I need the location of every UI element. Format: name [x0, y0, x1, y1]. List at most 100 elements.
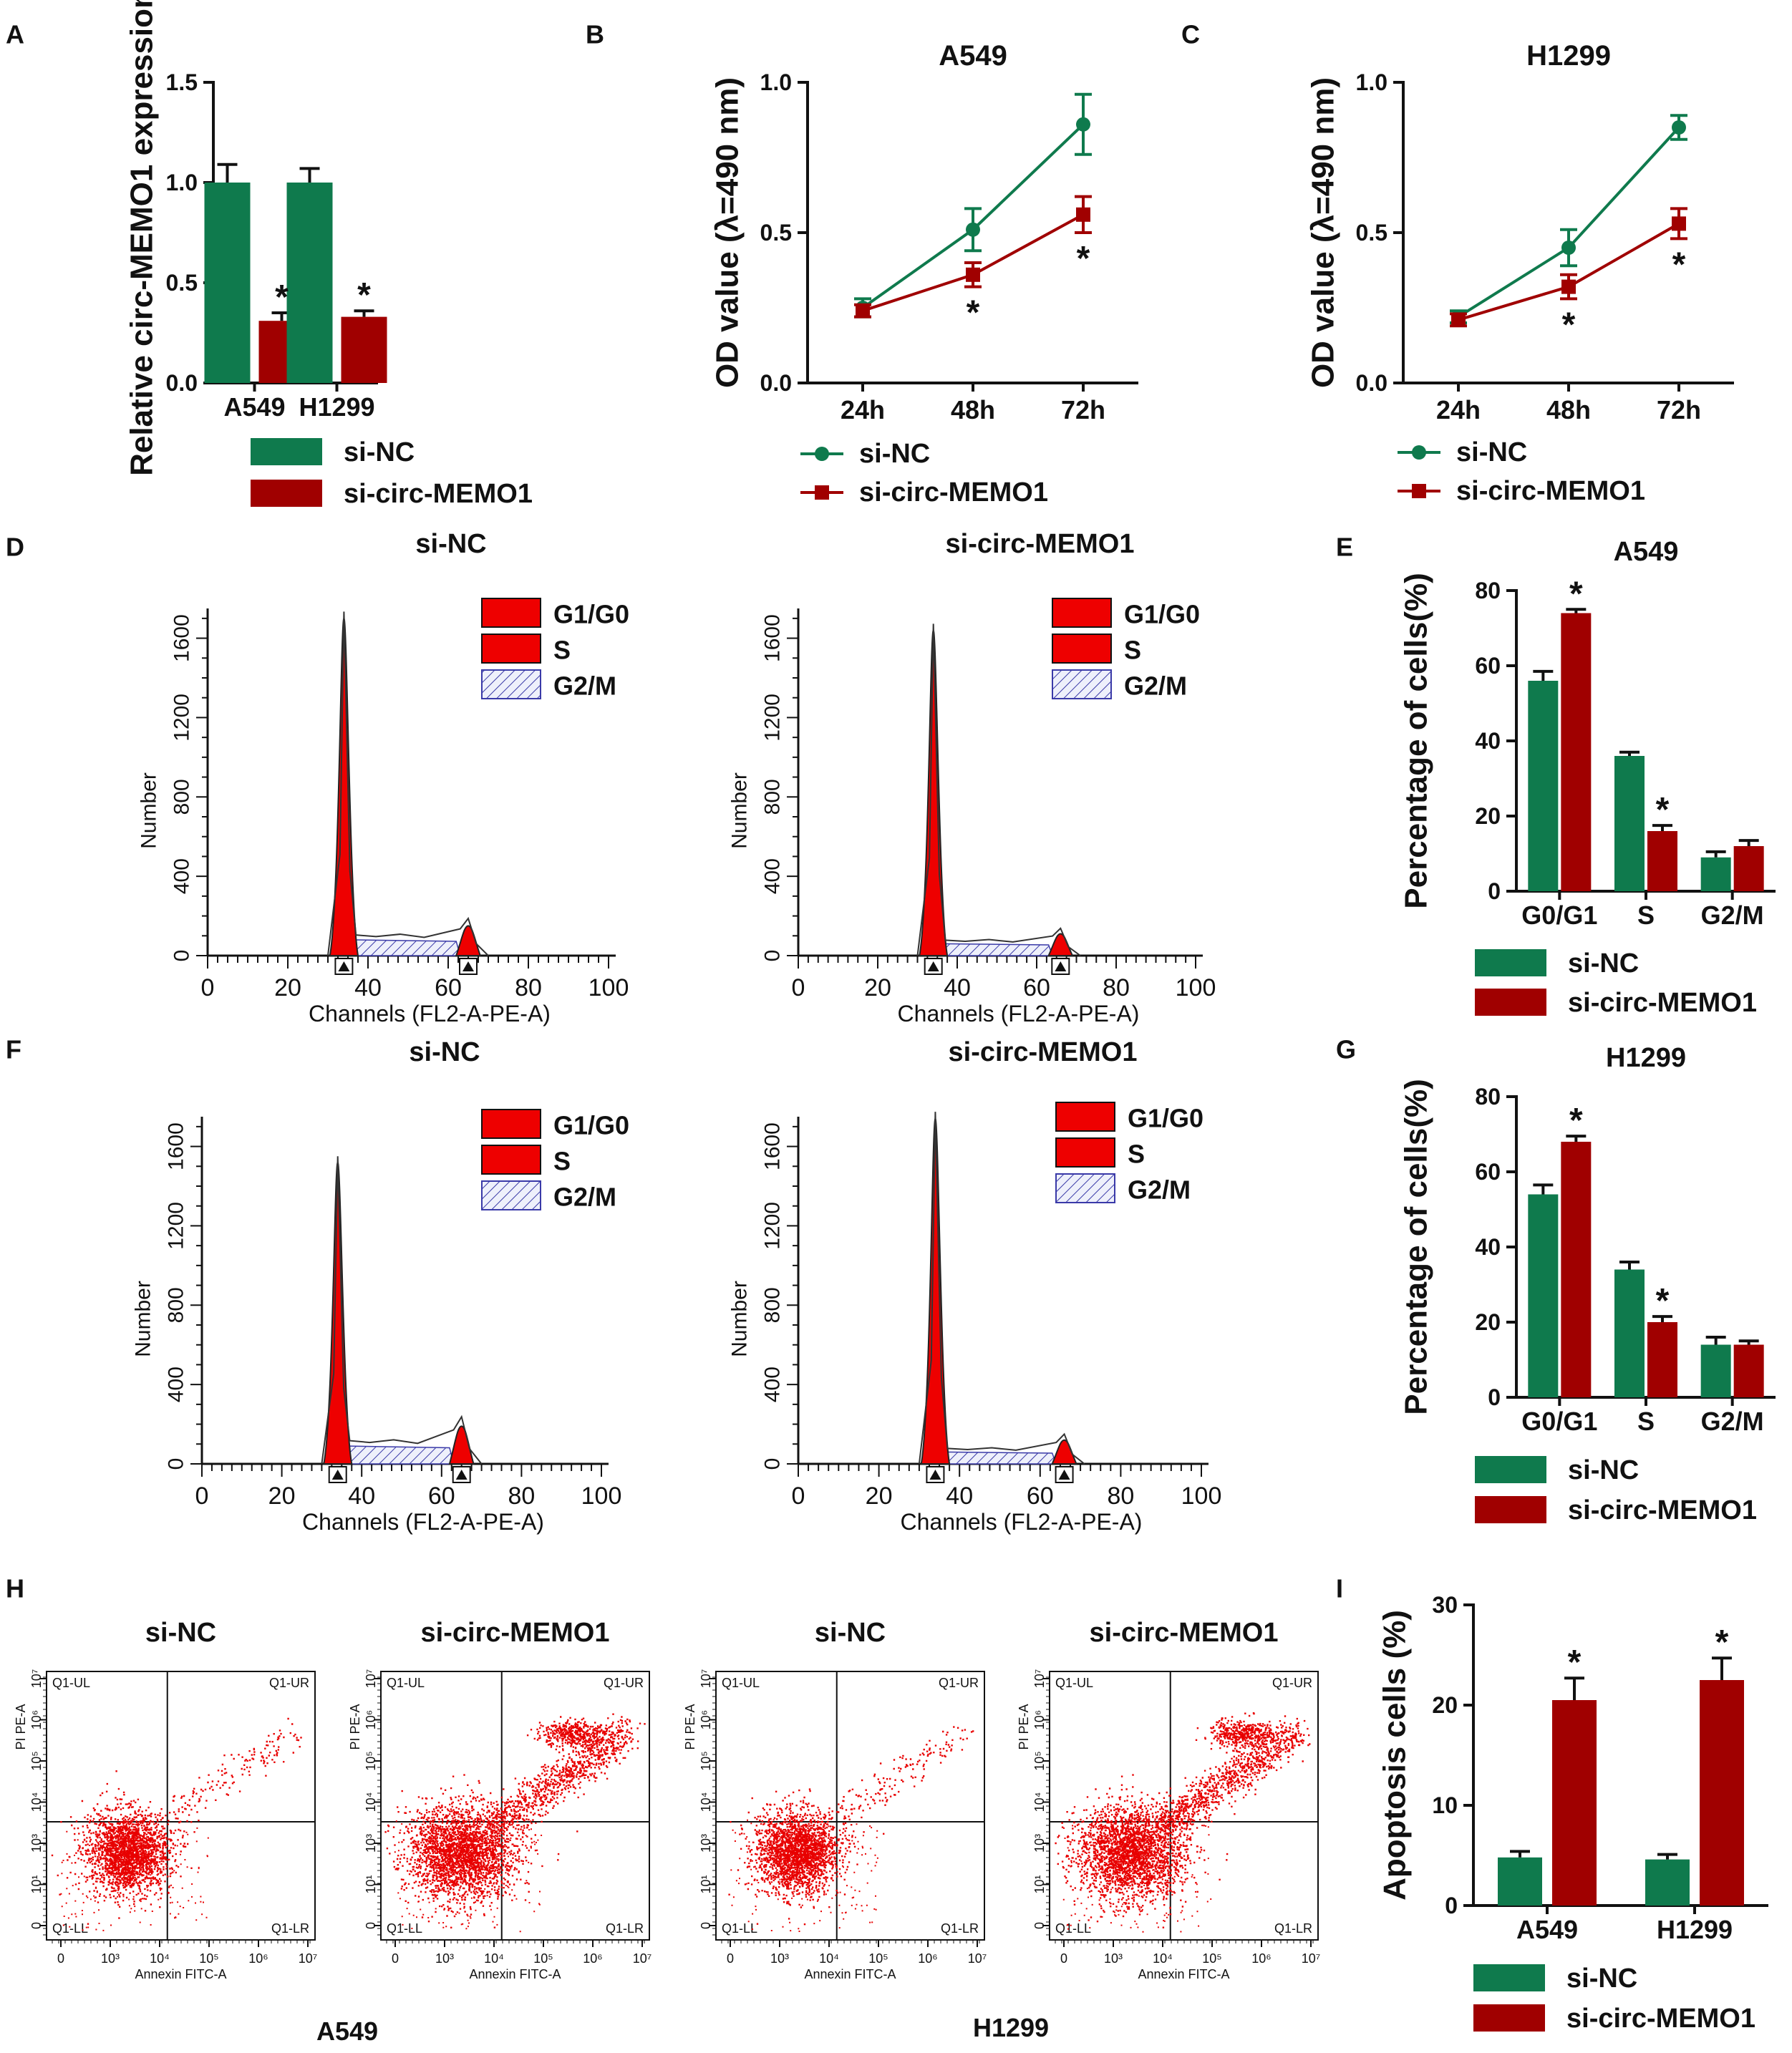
bar — [286, 183, 333, 383]
panel-letter-C: C — [1181, 19, 1200, 49]
y-tick-label: 10 — [1432, 1792, 1458, 1818]
histogram-F2: si-circ-MEMO1 0 400 800 1200 1600 Number 0 20 40 6… — [728, 1037, 1222, 1535]
square-marker-icon — [966, 267, 980, 282]
legend-label: G2/M — [553, 671, 616, 701]
x-tick-label: 40 — [944, 974, 971, 1001]
y-tick-label: 0 — [699, 1922, 713, 1929]
x-tick-label: 20 — [268, 1482, 296, 1510]
chart-title: si-NC — [415, 529, 486, 559]
x-tick-label: 60 — [1023, 974, 1050, 1001]
histogram-envelope — [327, 611, 489, 956]
bar — [1528, 681, 1559, 891]
legend-swatch — [1475, 1496, 1546, 1523]
legend-swatch — [1052, 598, 1112, 628]
panel-letter-E: E — [1336, 532, 1353, 561]
x-tick-label: 60 — [428, 1482, 455, 1510]
g2-peak — [1047, 933, 1074, 956]
x-axis-label: Channels (FL2-A-PE-A) — [898, 1001, 1140, 1026]
circle-marker-icon — [1412, 445, 1426, 460]
bar — [1614, 1269, 1645, 1397]
y-tick-label: 1200 — [170, 694, 194, 742]
bar — [1700, 1680, 1744, 1906]
x-tick-label: 40 — [354, 974, 382, 1001]
bar — [1700, 1344, 1731, 1397]
y-tick-label: 10⁵ — [1032, 1751, 1047, 1770]
y-tick-label: 10⁵ — [29, 1751, 44, 1770]
legend-label: si-NC — [1456, 437, 1527, 467]
y-tick-label: 20 — [1432, 1692, 1458, 1718]
quadrant-label: Q1-UR — [1272, 1676, 1312, 1690]
x-tick-label: 20 — [274, 974, 301, 1001]
hatched-s-phase — [347, 939, 461, 956]
chart-title: si-NC — [409, 1037, 480, 1067]
quadrant-label: Q1-LR — [1274, 1921, 1312, 1936]
legend-label: si-circ-MEMO1 — [1568, 1495, 1757, 1525]
y-tick-label: 10³ — [1032, 1834, 1047, 1853]
legend-swatch — [1055, 1173, 1115, 1203]
legend-label: G1/G0 — [1124, 600, 1200, 629]
triangle-marker-icon — [462, 961, 474, 971]
y-tick-label: 10⁴ — [1032, 1792, 1047, 1812]
x-tick-label: 72h — [1657, 395, 1701, 424]
y-tick-label: 80 — [1475, 1084, 1501, 1110]
square-marker-icon — [856, 304, 870, 319]
panel-letter-D: D — [6, 532, 24, 561]
y-tick-label: 10³ — [29, 1834, 44, 1853]
legend-label: G2/M — [1128, 1175, 1191, 1205]
x-tick-label: 10⁵ — [1202, 1951, 1221, 1966]
x-tick-label: 48h — [951, 395, 995, 424]
legend-swatch — [1052, 634, 1112, 664]
quadrant-label: Q1-UL — [387, 1676, 425, 1690]
significance-star: * — [1077, 240, 1090, 278]
significance-star: * — [1715, 1624, 1729, 1661]
panel-letter-A: A — [6, 19, 24, 49]
chart-title: A549 — [939, 40, 1007, 72]
x-tick-label: G0/G1 — [1521, 901, 1597, 930]
x-tick-label: 100 — [589, 974, 629, 1001]
y-tick-label: 10⁶ — [699, 1710, 713, 1729]
y-axis-label: PI PE-A — [1017, 1704, 1031, 1749]
y-tick-label: 0.0 — [166, 370, 198, 396]
x-tick-label: 60 — [435, 974, 462, 1001]
x-tick-label: 10⁷ — [299, 1951, 318, 1966]
legend-swatch — [481, 634, 541, 664]
legend-label: si-circ-MEMO1 — [344, 479, 533, 509]
plot-frame — [46, 1671, 316, 1941]
bar — [204, 183, 251, 383]
y-tick-label: 1200 — [761, 1202, 785, 1250]
legend-swatch — [1475, 989, 1546, 1016]
bar — [1561, 613, 1592, 891]
x-tick-label: 10³ — [1104, 1951, 1123, 1966]
legend-label: G2/M — [1124, 671, 1187, 701]
bar-chart-G: H1299 0 20 40 60 80 Percentage of cells(%) G0/G… — [1399, 1043, 1776, 1525]
square-marker-icon — [1672, 216, 1686, 231]
square-marker-icon — [1451, 312, 1466, 327]
g2-peak — [448, 1425, 475, 1465]
y-tick-label: 1200 — [761, 694, 785, 742]
circle-marker-icon — [815, 447, 829, 461]
triangle-marker-icon — [338, 961, 350, 971]
legend-swatch — [1473, 1964, 1545, 1991]
x-tick-label: A549 — [1516, 1915, 1578, 1944]
x-tick-label: 60 — [1027, 1482, 1054, 1510]
y-tick-label: 10⁶ — [29, 1710, 44, 1729]
legend-label: G1/G0 — [553, 1111, 629, 1140]
flow-plot: si-circ-MEMO1 Q1-UL Q1-UR Q1-LL Q1-LR 0 10³ 10⁴… — [1017, 1618, 1320, 1981]
y-tick-label: 0 — [1488, 878, 1501, 904]
x-tick-label: 48h — [1546, 395, 1591, 424]
legend-swatch — [251, 480, 322, 507]
y-tick-label: 10⁶ — [364, 1710, 378, 1729]
x-tick-label: 10³ — [101, 1951, 120, 1966]
g2-peak — [1051, 1439, 1077, 1465]
y-axis-label: Number — [728, 772, 752, 849]
histogram-envelope — [321, 1156, 483, 1465]
significance-star: * — [357, 276, 371, 314]
triangle-marker-icon — [455, 1470, 468, 1480]
y-axis-label: Percentage of cells(%) — [1399, 573, 1434, 909]
g2-peak — [455, 925, 482, 956]
x-axis-label: Channels (FL2-A-PE-A) — [309, 1001, 551, 1026]
flow-plot: si-circ-MEMO1 Q1-UL Q1-UR Q1-LL Q1-LR 0 10³ 10⁴… — [348, 1618, 652, 1981]
x-tick-label: 0 — [201, 974, 215, 1001]
panel-letter-F: F — [6, 1034, 21, 1064]
flow-plot: si-NC Q1-UL Q1-UR Q1-LL Q1-LR 0 10³ 10⁴ 10⁵ 10⁶ 10… — [683, 1618, 987, 1981]
